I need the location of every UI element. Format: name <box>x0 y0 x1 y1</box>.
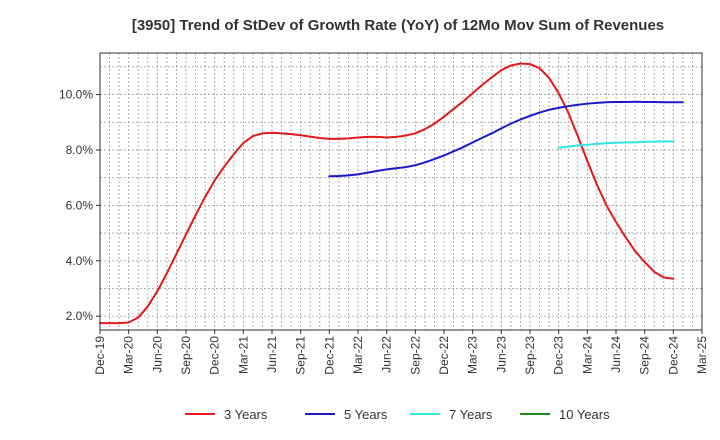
x-tick-label: Sep-20 <box>179 336 193 375</box>
y-tick-label: 2.0% <box>66 309 94 323</box>
x-tick-label: Mar-20 <box>122 336 136 374</box>
y-tick-label: 4.0% <box>66 254 94 268</box>
series-line-3-years <box>99 62 675 325</box>
x-tick-label: Mar-22 <box>351 336 365 374</box>
x-tick-label: Mar-21 <box>236 336 250 374</box>
legend-label: 7 Years <box>449 407 493 422</box>
x-tick-label: Mar-25 <box>695 336 709 374</box>
series-lines <box>99 62 684 325</box>
plot-frame <box>99 52 703 331</box>
plot-area <box>100 53 702 330</box>
x-tick-label: Dec-19 <box>93 336 107 375</box>
legend-item-3-years: 3 Years <box>185 407 268 422</box>
x-tick-label: Jun-21 <box>265 336 279 373</box>
y-axis-ticks: 2.0% 4.0% 6.0% 8.0% 10.0% <box>59 88 100 323</box>
x-tick-label: Sep-24 <box>638 336 652 375</box>
plot-background <box>100 53 702 330</box>
y-tick-label: 10.0% <box>59 88 93 102</box>
x-tick-label: Sep-21 <box>294 336 308 375</box>
x-tick-label: Dec-20 <box>208 336 222 375</box>
grid-lines <box>100 53 702 330</box>
x-tick-label: Dec-24 <box>666 336 680 375</box>
legend-label: 3 Years <box>224 407 268 422</box>
series-line-5-years <box>328 100 684 178</box>
legend-label: 5 Years <box>344 407 388 422</box>
x-tick-label: Mar-23 <box>466 336 480 374</box>
x-tick-label: Mar-24 <box>580 336 594 374</box>
plot-border <box>99 52 703 331</box>
y-tick-label: 8.0% <box>66 143 94 157</box>
x-axis-ticks: Dec-19 Mar-20 Jun-20 Sep-20 Dec-20 Mar-21 Jun-… <box>93 330 709 375</box>
legend-label: 10 Years <box>559 407 610 422</box>
x-tick-label: Dec-22 <box>437 336 451 375</box>
series-line-7-years <box>557 140 675 149</box>
x-tick-label: Dec-21 <box>322 336 336 375</box>
chart-title: [3950] Trend of StDev of Growth Rate (Yo… <box>132 17 664 34</box>
x-tick-label: Dec-23 <box>552 336 566 375</box>
x-tick-label: Jun-22 <box>380 336 394 373</box>
x-tick-label: Sep-22 <box>408 336 422 375</box>
x-tick-label: Jun-23 <box>494 336 508 373</box>
y-tick-label: 6.0% <box>66 198 94 212</box>
legend: 3 Years 5 Years 7 Years 10 Years <box>185 407 610 422</box>
x-tick-label: Jun-24 <box>609 336 623 373</box>
legend-item-7-years: 7 Years <box>410 407 493 422</box>
x-tick-label: Sep-23 <box>523 336 537 375</box>
x-tick-label: Jun-20 <box>150 336 164 373</box>
legend-item-10-years: 10 Years <box>520 407 610 422</box>
legend-item-5-years: 5 Years <box>305 407 388 422</box>
